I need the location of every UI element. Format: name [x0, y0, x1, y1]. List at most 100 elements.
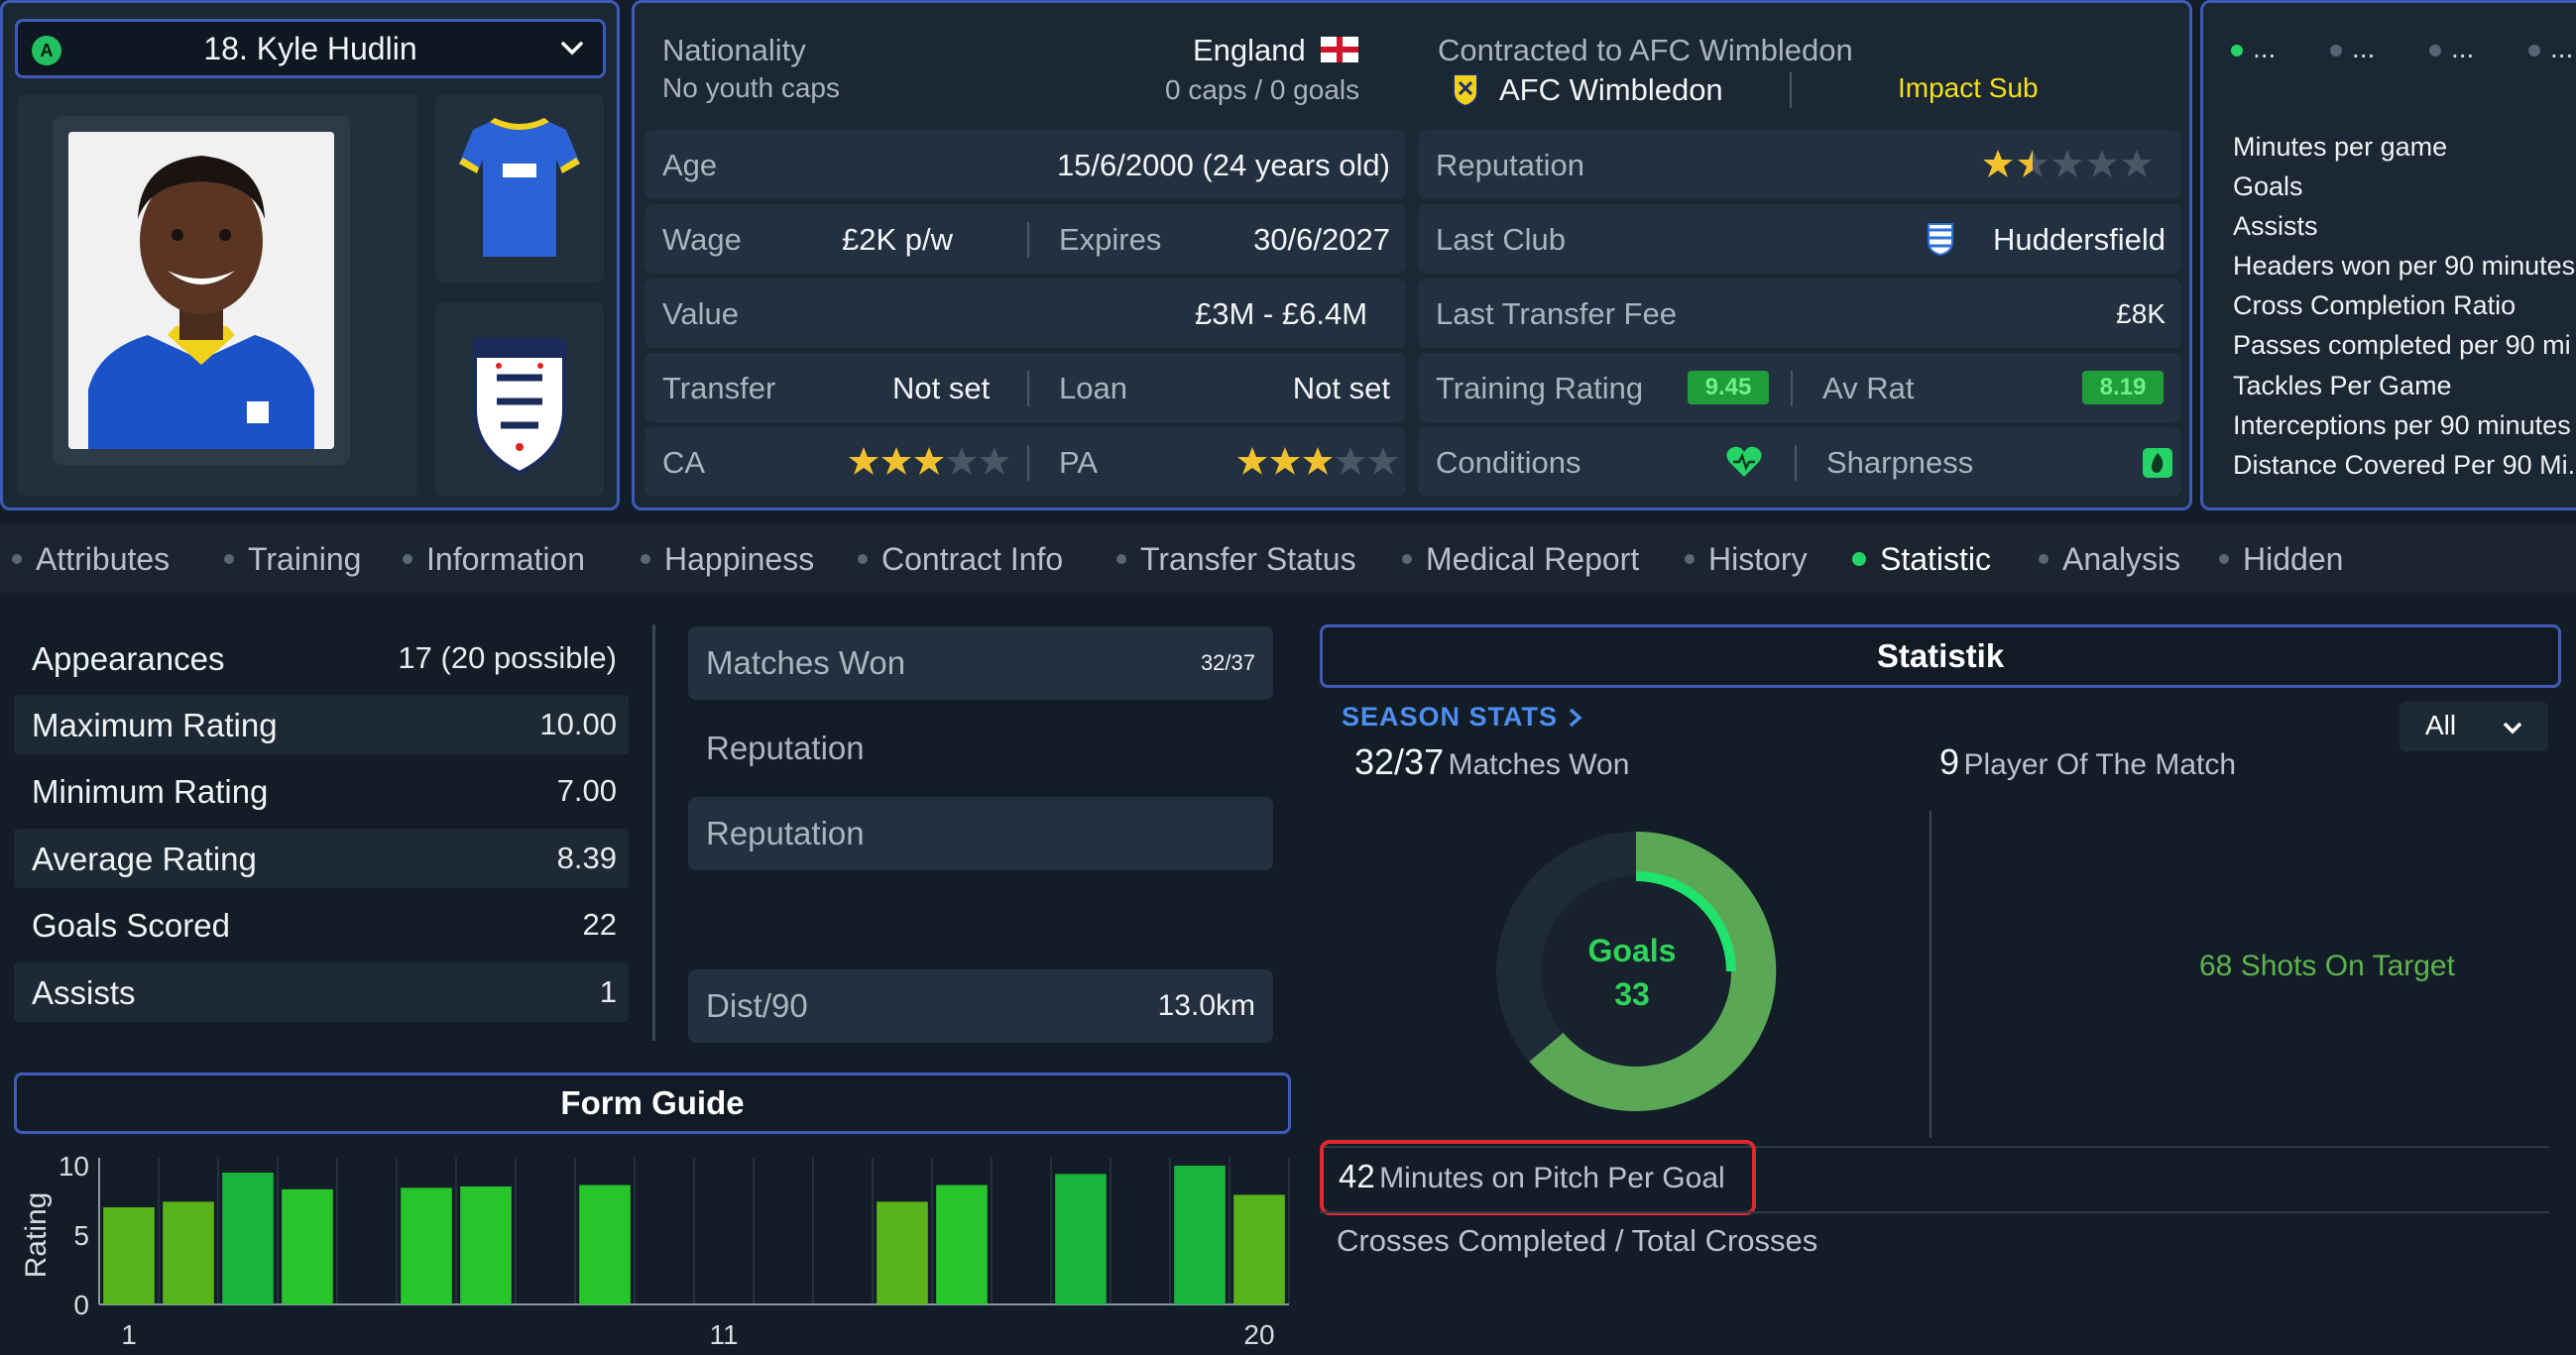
stat-value: 17 (20 possible) [398, 640, 617, 675]
season-stats-link[interactable]: SEASON STATS [1342, 702, 1584, 733]
mini-tab-label: ... [2451, 33, 2475, 63]
distance-card: Dist/90 13.0km [688, 969, 1273, 1043]
stat-label: Average Rating [32, 841, 257, 877]
mini-stat-row: Interceptions per 90 minutes [2233, 410, 2571, 440]
stat-label: Goals Scored [32, 907, 230, 944]
bar-match-4[interactable] [282, 1188, 333, 1304]
transfer-label: Transfer [662, 371, 776, 405]
mini-tab-4[interactable]: ... [2528, 33, 2573, 64]
chevron-down-icon[interactable] [557, 34, 587, 63]
tab-contract-info[interactable]: Contract Info [858, 541, 1063, 578]
stat-label: Assists [32, 974, 136, 1011]
bar-match-19[interactable] [1174, 1166, 1226, 1304]
tab-information[interactable]: Information [403, 541, 585, 578]
transfer-value[interactable]: Not set [892, 371, 991, 405]
pa-label: PA [1059, 445, 1099, 480]
expires-label: Expires [1059, 222, 1162, 257]
crosses-stat: Crosses Completed / Total Crosses [1337, 1223, 1818, 1258]
tab-label: Hidden [2243, 541, 2344, 577]
stat-number: 42 [1339, 1158, 1375, 1194]
value-cell: Value £3M - £6.4M [644, 279, 1406, 348]
tab-dot-icon [1116, 553, 1126, 564]
tab-training[interactable]: Training [224, 541, 361, 578]
tab-label: Contract Info [881, 541, 1064, 577]
loan-value[interactable]: Not set [1292, 371, 1390, 405]
donut-inner-arc [1635, 871, 1736, 972]
heart-icon [1726, 446, 1762, 477]
bar-match-14[interactable] [877, 1201, 928, 1304]
goals-donut-chart: Goals 33 [1496, 831, 1777, 1111]
mini-stat-row: Minutes per game [2233, 132, 2448, 162]
stat-value: 1 [599, 974, 617, 1009]
stat-row-avg-rating: Average Rating 8.39 [14, 829, 629, 888]
bar-match-3[interactable] [222, 1173, 274, 1304]
chart-grid [98, 1158, 1290, 1305]
last-fee-value: £8K [2116, 298, 2166, 329]
tab-dot-icon [858, 553, 868, 564]
player-name: 18. Kyle Hudlin [203, 30, 417, 66]
tab-medical-report[interactable]: Medical Report [1402, 541, 1639, 578]
pa-stars [1235, 445, 1404, 484]
ca-stars [847, 445, 1015, 484]
mini-tab-label: ... [2352, 33, 2376, 63]
bar-match-7[interactable] [460, 1186, 512, 1304]
x-ticks: 1 11 20 [121, 1319, 1274, 1350]
y-ticks: 0 5 10 [59, 1151, 89, 1320]
club-name[interactable]: AFC Wimbledon [1499, 72, 1723, 107]
x-tick-label: 1 [121, 1319, 137, 1350]
bar-match-20[interactable] [1233, 1194, 1285, 1304]
stat-number: 9 [1939, 741, 1960, 782]
stat-summary-panel: ... ... ... ... Minutes per game Goals A… [2200, 0, 2576, 510]
tab-happiness[interactable]: Happiness [641, 541, 814, 578]
tab-dot-icon [1685, 553, 1695, 564]
mini-stat-row: Assists [2233, 211, 2318, 241]
player-photo-frame [53, 116, 350, 465]
tab-statistic[interactable]: Statistic [1852, 541, 1991, 578]
bar-match-2[interactable] [163, 1201, 214, 1304]
wage-value: £2K p/w [842, 222, 954, 257]
tab-transfer-status[interactable]: Transfer Status [1116, 541, 1356, 578]
season-filter-select[interactable]: All [2400, 702, 2548, 751]
training-cell: Training Rating 9.45 Av Rat 8.19 [1418, 353, 2181, 422]
stat-row-max-rating: Maximum Rating 10.00 [14, 695, 629, 754]
tab-dot-icon [2330, 44, 2342, 56]
mini-stat-row: Headers won per 90 minutes [2233, 251, 2576, 281]
bar-match-1[interactable] [103, 1207, 155, 1304]
mini-stat-row: Goals [2233, 171, 2303, 201]
squad-role: Impact Sub [1898, 72, 2039, 103]
last-club-value[interactable]: Huddersfield [1992, 222, 2166, 257]
bar-match-17[interactable] [1055, 1174, 1107, 1304]
bar-match-9[interactable] [579, 1185, 631, 1304]
bar-match-6[interactable] [401, 1187, 452, 1304]
matches-won-label: Matches Won [706, 644, 906, 681]
stat-label: Player Of The Match [1963, 748, 2237, 781]
filter-value: All [2425, 710, 2457, 740]
y-tick-label: 10 [59, 1151, 89, 1182]
last-fee-label: Last Transfer Fee [1436, 296, 1677, 331]
age-label: Age [662, 148, 718, 182]
tab-history[interactable]: History [1685, 541, 1808, 578]
distance-value: 13.0km [1157, 989, 1255, 1022]
tab-analysis[interactable]: Analysis [2039, 541, 2180, 578]
mini-tab-3[interactable]: ... [2429, 33, 2474, 64]
mini-tab-2[interactable]: ... [2330, 33, 2375, 64]
bar-match-15[interactable] [936, 1185, 988, 1304]
tab-dot-icon [2219, 553, 2229, 564]
mini-tab-1[interactable]: ... [2231, 33, 2276, 64]
nationality-value[interactable]: England [1193, 33, 1306, 67]
potm-stat: 9 Player Of The Match [1939, 741, 2236, 783]
x-tick-label: 20 [1243, 1319, 1274, 1350]
value-value: £3M - £6.4M [1195, 296, 1368, 331]
condition-cell: Conditions Sharpness [1418, 427, 2181, 497]
matches-won-value: 32/37 [1200, 650, 1255, 675]
separator [1027, 371, 1029, 406]
stat-label: Maximum Rating [32, 707, 278, 743]
shots-on-target: 68 Shots On Target [2199, 950, 2455, 982]
tab-hidden[interactable]: Hidden [2219, 541, 2343, 578]
national-crest [435, 302, 604, 497]
tab-attributes[interactable]: Attributes [12, 541, 170, 578]
separator [1790, 72, 1792, 108]
separator [1027, 222, 1029, 258]
player-selector[interactable]: A 18. Kyle Hudlin [15, 19, 606, 78]
